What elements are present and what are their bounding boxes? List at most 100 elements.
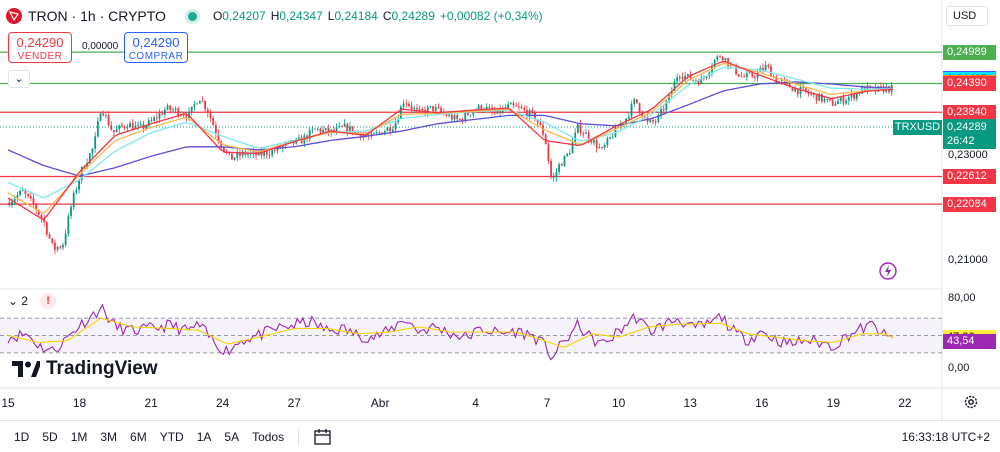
candle-body bbox=[437, 107, 440, 108]
candle-body bbox=[657, 114, 660, 122]
candle-body bbox=[75, 189, 78, 193]
candle-body bbox=[673, 81, 676, 91]
candle-body bbox=[193, 104, 196, 107]
candle-body bbox=[614, 126, 617, 138]
timeframe-button-3m[interactable]: 3M bbox=[100, 429, 118, 444]
warning-icon[interactable]: ! bbox=[40, 293, 57, 309]
candle-body bbox=[72, 192, 75, 207]
candle-body bbox=[762, 67, 764, 71]
candle-body bbox=[386, 127, 389, 132]
rsi-ma-line bbox=[7, 317, 894, 348]
candle-body bbox=[351, 126, 354, 133]
candle-body bbox=[174, 108, 177, 110]
candle-body bbox=[172, 109, 174, 111]
tradingview-logo-icon bbox=[12, 361, 40, 377]
sell-button[interactable]: 0,24290 VENDER bbox=[8, 32, 72, 63]
candle-body bbox=[603, 145, 606, 148]
candle-body bbox=[753, 76, 756, 78]
timeframe-button-6m[interactable]: 6M bbox=[130, 429, 147, 444]
clock-timezone[interactable]: 16:33:18 UTC+2 bbox=[901, 430, 990, 444]
candle-body bbox=[515, 105, 518, 107]
candle-body bbox=[86, 163, 89, 169]
candle-body bbox=[855, 92, 858, 99]
candle-body bbox=[609, 137, 611, 139]
timeframe-button-todos[interactable]: Todos bbox=[252, 429, 285, 444]
candle-body bbox=[568, 153, 571, 154]
candle-body bbox=[705, 76, 708, 78]
candle-body bbox=[582, 133, 585, 135]
candle-body bbox=[102, 113, 105, 116]
candle-body bbox=[611, 137, 614, 138]
symbol-title[interactable]: TRON · 1h · CRYPTO bbox=[28, 8, 166, 24]
candle-body bbox=[587, 132, 590, 140]
change-value: +0,00082 (+0,34%) bbox=[439, 9, 543, 23]
buy-label: COMPRAR bbox=[128, 51, 184, 62]
candle-body bbox=[539, 122, 542, 126]
candle-body bbox=[507, 104, 510, 109]
price-level-tag: 0,24390 bbox=[943, 75, 996, 91]
gear-icon[interactable] bbox=[963, 394, 979, 410]
candle-body bbox=[678, 77, 681, 78]
candle-body bbox=[815, 93, 818, 101]
candle-body bbox=[480, 105, 483, 111]
candle-body bbox=[21, 190, 24, 192]
timeframe-button-5d[interactable]: 5D bbox=[42, 429, 58, 444]
symbol-header: TRON · 1h · CRYPTO O0,24207 H0,24347 L0,… bbox=[6, 6, 543, 26]
candle-body bbox=[139, 124, 142, 126]
candle-body bbox=[233, 157, 236, 160]
candle-body bbox=[397, 118, 400, 123]
candle-body bbox=[236, 152, 239, 158]
candle-body bbox=[241, 151, 244, 156]
candle-body bbox=[239, 152, 241, 156]
timeframe-button-1d[interactable]: 1D bbox=[14, 429, 30, 444]
candle-body bbox=[523, 107, 526, 110]
candle-body bbox=[343, 123, 346, 127]
calendar-range-icon[interactable] bbox=[313, 428, 333, 446]
candle-body bbox=[472, 111, 475, 115]
timeframe-button-5a[interactable]: 5A bbox=[224, 429, 240, 444]
indicator-count[interactable]: ⌄ 2 bbox=[8, 294, 29, 308]
candle-body bbox=[29, 196, 32, 199]
timeframe-button-ytd[interactable]: YTD bbox=[159, 429, 184, 444]
candle-body bbox=[247, 154, 249, 155]
candle-body bbox=[780, 80, 783, 82]
buy-button[interactable]: 0,24290 COMPRAR bbox=[124, 32, 188, 63]
timeframe-button-1m[interactable]: 1M bbox=[70, 429, 88, 444]
candle-body bbox=[788, 81, 791, 88]
close-value: 0,24289 bbox=[391, 9, 435, 23]
candle-body bbox=[560, 164, 563, 166]
candle-body bbox=[316, 128, 319, 130]
candle-body bbox=[166, 105, 169, 110]
timeframe-button-1a[interactable]: 1A bbox=[196, 429, 212, 444]
candle-body bbox=[544, 134, 547, 145]
candle-body bbox=[606, 138, 609, 146]
currency-select[interactable]: USD bbox=[946, 6, 988, 26]
price-level-tag: 0,22612 bbox=[943, 168, 996, 184]
candle-body bbox=[188, 111, 190, 118]
candle-body bbox=[509, 103, 512, 105]
high-value: 0,24347 bbox=[279, 9, 323, 23]
candle-body bbox=[252, 151, 255, 153]
candle-body bbox=[220, 141, 223, 148]
tradingview-logo[interactable]: TradingView bbox=[12, 358, 158, 380]
collapse-legend-button[interactable]: ⌄ bbox=[8, 70, 30, 88]
candle-body bbox=[831, 100, 834, 106]
candle-body bbox=[676, 77, 679, 82]
candle-body bbox=[43, 218, 46, 223]
candle-body bbox=[724, 58, 727, 61]
candle-body bbox=[684, 75, 687, 79]
candle-body bbox=[748, 72, 751, 74]
candle-body bbox=[593, 139, 595, 143]
candle-body bbox=[571, 141, 574, 154]
candle-body bbox=[182, 114, 185, 116]
candle-body bbox=[418, 108, 421, 110]
candle-body bbox=[456, 115, 459, 120]
indicator-legend[interactable]: ⌄ 2 ! bbox=[8, 293, 57, 309]
sell-label: VENDER bbox=[17, 51, 63, 62]
candle-body bbox=[791, 87, 794, 92]
candle-body bbox=[391, 129, 394, 132]
candle-body bbox=[24, 190, 27, 194]
candle-body bbox=[394, 122, 397, 130]
candle-body bbox=[660, 108, 662, 115]
